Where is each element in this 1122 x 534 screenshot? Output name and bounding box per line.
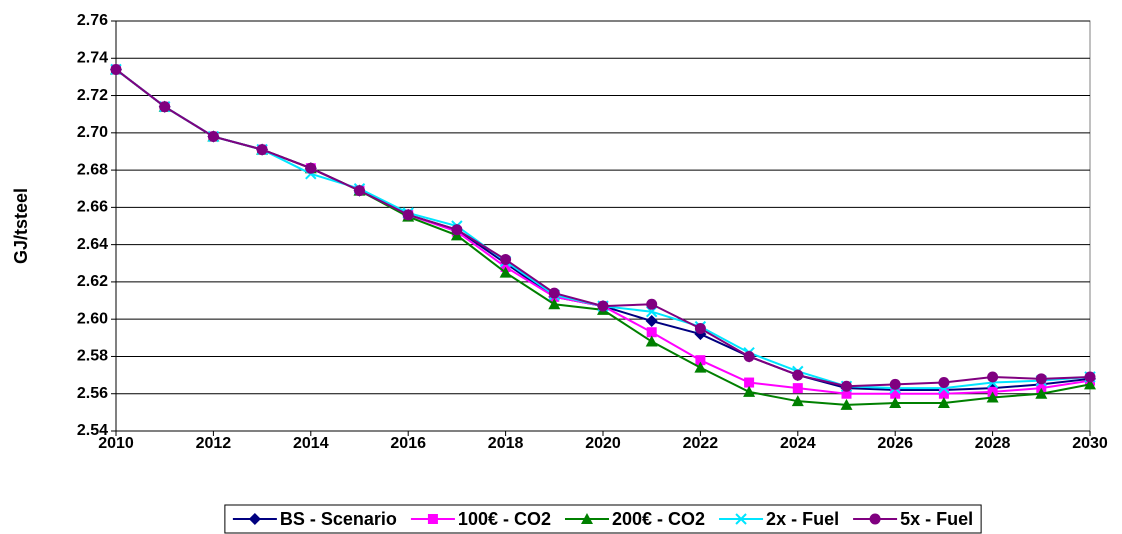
legend-label: 200€ - CO2 xyxy=(612,509,705,529)
x-tick-label: 2030 xyxy=(1072,435,1108,452)
legend-label: BS - Scenario xyxy=(280,509,397,529)
marker xyxy=(645,335,658,347)
y-axis-label: GJ/tsteel xyxy=(11,188,31,264)
x-tick-label: 2022 xyxy=(683,435,719,452)
x-tick-label: 2010 xyxy=(98,435,134,452)
marker xyxy=(597,300,609,312)
marker xyxy=(548,298,561,310)
marker xyxy=(743,385,756,397)
marker xyxy=(256,144,268,156)
marker xyxy=(841,380,852,392)
y-tick-label: 2.76 xyxy=(77,12,108,29)
marker xyxy=(646,298,658,310)
marker xyxy=(841,388,852,399)
y-tick-label: 2.56 xyxy=(77,385,108,402)
marker xyxy=(840,398,853,410)
x-tick-label: 2026 xyxy=(877,435,913,452)
marker xyxy=(159,101,171,113)
marker xyxy=(548,287,560,299)
marker xyxy=(1084,378,1096,390)
marker xyxy=(735,513,747,525)
marker xyxy=(207,131,219,143)
marker xyxy=(451,224,463,236)
y-tick-label: 2.66 xyxy=(77,199,108,216)
marker xyxy=(744,377,755,388)
marker xyxy=(427,514,438,524)
marker xyxy=(645,315,658,328)
x-tick-label: 2018 xyxy=(488,435,524,452)
marker xyxy=(694,323,706,334)
y-tick-label: 2.64 xyxy=(77,236,108,253)
legend: BS - Scenario 100€ - CO2 200€ - CO2 2x - Fu… xyxy=(224,504,982,534)
y-tick-label: 2.60 xyxy=(77,310,108,327)
marker xyxy=(248,513,261,525)
x-tick-label: 2014 xyxy=(293,435,329,452)
marker xyxy=(987,371,999,383)
marker xyxy=(792,369,804,381)
marker xyxy=(938,388,949,399)
y-tick-label: 2.62 xyxy=(77,273,108,290)
marker xyxy=(1035,373,1047,385)
y-tick-label: 2.72 xyxy=(77,87,108,104)
marker xyxy=(1084,371,1096,383)
y-tick-label: 2.74 xyxy=(77,49,108,66)
marker xyxy=(791,395,804,407)
marker xyxy=(110,63,122,75)
marker xyxy=(792,383,803,394)
y-tick-label: 2.58 xyxy=(77,348,108,365)
legend-label: 100€ - CO2 xyxy=(458,509,551,529)
marker xyxy=(580,513,593,524)
y-tick-label: 2.54 xyxy=(77,422,108,439)
marker xyxy=(889,378,901,390)
x-tick-label: 2020 xyxy=(585,435,621,452)
marker xyxy=(500,254,512,266)
marker xyxy=(986,391,999,403)
marker xyxy=(402,209,414,221)
plot-area xyxy=(115,20,1091,432)
legend-label: 5x - Fuel xyxy=(900,509,973,529)
marker xyxy=(1035,387,1048,399)
marker xyxy=(889,397,902,409)
marker xyxy=(499,266,512,278)
y-tick-label: 2.70 xyxy=(77,124,108,141)
marker xyxy=(695,355,706,366)
x-tick-label: 2024 xyxy=(780,435,816,452)
y-tick-label: 2.68 xyxy=(77,161,108,178)
marker xyxy=(646,327,657,338)
marker xyxy=(354,185,365,197)
marker xyxy=(938,377,950,389)
marker xyxy=(890,388,901,399)
marker xyxy=(694,361,707,373)
legend-label: 2x - Fuel xyxy=(766,509,839,529)
x-tick-label: 2016 xyxy=(390,435,426,452)
marker xyxy=(869,513,881,525)
marker xyxy=(937,397,950,409)
marker xyxy=(743,350,755,362)
marker xyxy=(305,162,317,174)
x-tick-label: 2012 xyxy=(196,435,232,452)
x-tick-label: 2028 xyxy=(975,435,1011,452)
